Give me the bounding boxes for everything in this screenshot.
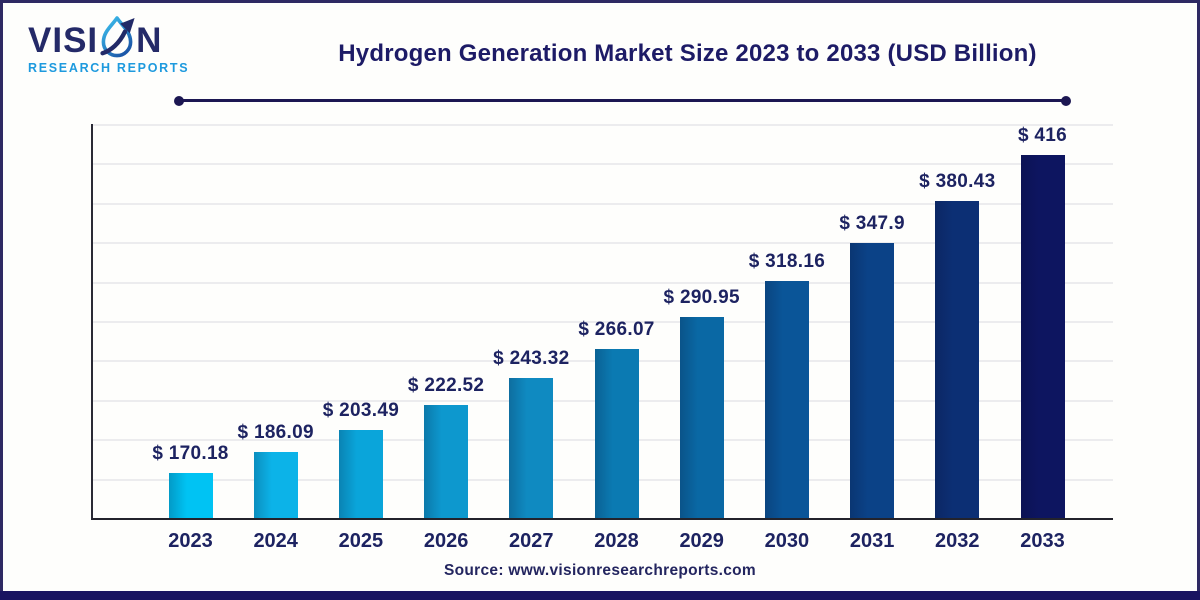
gridline (93, 321, 1113, 323)
bar-2028 (594, 348, 639, 518)
water-drop-arrow-icon (100, 16, 135, 58)
bar-value-label: $ 416 (1017, 125, 1068, 147)
gridline (93, 242, 1113, 245)
bar-value-label: $ 347.9 (839, 212, 905, 234)
frame-border-right (1197, 0, 1200, 600)
brand-name-pre: VISI (28, 21, 99, 60)
x-axis-label: 2027 (509, 530, 554, 552)
brand-name: VISI N (28, 14, 198, 58)
gridline (93, 124, 1113, 126)
bar-2027 (509, 378, 554, 518)
bar-2033 (1020, 155, 1065, 518)
gridline (93, 163, 1113, 166)
x-axis-label: 2033 (1020, 530, 1065, 552)
x-axis-label: 2026 (423, 530, 469, 552)
x-axis-label: 2031 (849, 530, 895, 552)
x-axis-label: 2032 (935, 530, 980, 552)
chart-title: Hydrogen Generation Market Size 2023 to … (338, 40, 1037, 67)
bar-2029 (679, 316, 724, 518)
bar-2031 (850, 242, 895, 518)
frame-border-left (0, 0, 3, 600)
bar-2030 (764, 281, 809, 518)
bar-value-label: $ 243.32 (493, 348, 570, 370)
x-axis-label: 2024 (253, 530, 298, 552)
bar-chart: $ 170.18 $ 186.09 $ 203.49 $ 222.52 $ 243.32… (91, 124, 1113, 552)
bar-2026 (424, 404, 469, 518)
x-axis-label: 2030 (764, 530, 810, 552)
bar-value-label: $ 186.09 (237, 422, 314, 444)
x-axis-label: 2028 (594, 530, 639, 552)
bar-value-label: $ 222.52 (407, 374, 485, 396)
gridline (93, 281, 1113, 284)
bar-2032 (935, 200, 980, 518)
bar-2024 (253, 452, 298, 518)
plot-area: $ 170.18 $ 186.09 $ 203.49 $ 222.52 $ 243.32… (91, 124, 1113, 520)
brand-logo: VISI N RESEARCH REPORTS (28, 14, 198, 75)
x-axis-label: 2023 (168, 530, 213, 552)
bar-value-label: $ 170.18 (152, 442, 229, 464)
gridline (93, 202, 1113, 205)
title-divider-line (174, 95, 1071, 106)
bar-value-label: $ 318.16 (748, 251, 826, 273)
brand-tagline: RESEARCH REPORTS (28, 61, 190, 75)
source-text: Source: www.visionresearchreports.com (443, 562, 757, 579)
footer-accent-bar (0, 591, 1200, 600)
frame-border-top (0, 0, 1200, 3)
x-axis-label: 2025 (338, 530, 384, 552)
bar-value-label: $ 266.07 (578, 318, 655, 340)
bar-value-label: $ 203.49 (322, 399, 400, 421)
bar-value-label: $ 290.95 (663, 286, 740, 308)
bar-value-label: $ 380.43 (919, 170, 996, 192)
bar-2023 (168, 472, 213, 518)
bar-2025 (338, 429, 383, 518)
x-axis-label: 2029 (679, 530, 724, 552)
brand-name-post: N (136, 21, 163, 60)
